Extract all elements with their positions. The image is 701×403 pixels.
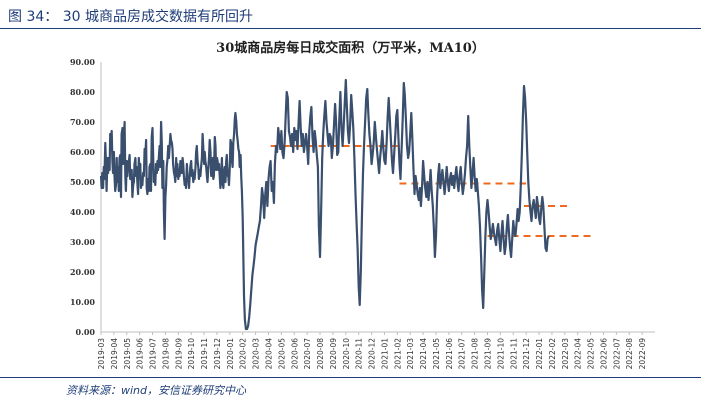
x-tick-label: 2020-12: [368, 338, 377, 370]
series-line: [99, 78, 550, 331]
y-tick-label: 10.00: [70, 297, 95, 307]
x-tick-label: 2021-11: [509, 338, 518, 370]
x-tick-label: 2019-03: [97, 338, 106, 370]
x-tick-label: 2022-06: [599, 338, 608, 370]
x-tick-label: 2020-05: [277, 338, 286, 370]
x-tick-label: 2022-04: [574, 338, 583, 370]
x-tick-label: 2021-12: [522, 338, 531, 370]
x-tick-label: 2021-07: [458, 338, 467, 370]
x-tick-label: 2019-11: [200, 338, 209, 370]
x-tick-label: 2019-08: [161, 338, 170, 370]
y-tick-label: 50.00: [70, 177, 95, 187]
x-tick-label: 2020-09: [329, 338, 338, 370]
y-tick-label: 30.00: [70, 237, 95, 247]
caption-rule: [0, 28, 701, 29]
x-tick-label: 2019-09: [174, 338, 183, 370]
x-tick-label: 2019-12: [213, 338, 222, 370]
y-tick-label: 70.00: [70, 117, 95, 127]
x-tick-label: 2022-08: [625, 338, 634, 370]
y-tick-label: 40.00: [70, 207, 95, 217]
source-note: 资料来源：wind，安信证券研究中心: [66, 384, 247, 397]
y-tick-label: 60.00: [70, 147, 95, 157]
x-tick-label: 2021-02: [393, 338, 402, 370]
x-tick-label: 2022-09: [638, 338, 647, 370]
x-tick-label: 2022-07: [612, 338, 621, 370]
x-tick-label: 2020-11: [355, 338, 364, 370]
x-tick-label: 2022-05: [587, 338, 596, 370]
x-tick-label: 2021-05: [432, 338, 441, 370]
x-tick-label: 2020-03: [252, 338, 261, 370]
x-tick-label: 2021-04: [419, 338, 428, 370]
x-tick-label: 2021-08: [471, 338, 480, 370]
x-tick-label: 2021-01: [380, 338, 389, 370]
y-tick-label: 20.00: [70, 267, 95, 277]
y-tick-label: 90.00: [70, 57, 95, 67]
y-tick-label: 0.00: [76, 327, 96, 337]
x-tick-label: 2020-06: [290, 338, 299, 370]
x-tick-label: 2019-05: [123, 338, 132, 370]
x-tick-label: 2019-04: [110, 338, 119, 370]
x-tick-label: 2020-02: [239, 338, 248, 370]
chart-title: 30城商品房每日成交面积（万平米，MA10）: [216, 41, 485, 56]
x-tick-label: 2019-10: [187, 338, 196, 370]
x-tick-label: 2021-06: [445, 338, 454, 370]
figure-caption: 图 34： 30 城商品房成交数据有所回升: [8, 9, 253, 25]
y-tick-label: 80.00: [70, 87, 95, 97]
x-tick-label: 2019-07: [149, 338, 158, 370]
x-tick-label: 2020-07: [303, 338, 312, 370]
source-rule: [0, 377, 701, 378]
series-layer: [99, 78, 550, 331]
x-tick-label: 2022-03: [561, 338, 570, 370]
x-tick-label: 2022-01: [535, 338, 544, 370]
x-tick-label: 2021-10: [496, 338, 505, 370]
x-tick-label: 2021-03: [406, 338, 415, 370]
x-tick-label: 2020-01: [226, 338, 235, 370]
x-tick-label: 2020-10: [342, 338, 351, 370]
x-tick-label: 2020-08: [316, 338, 325, 370]
x-tick-label: 2022-02: [548, 338, 557, 370]
axis-layer: 0.00 10.00 20.00 30.00 40.00 50.00 60.00 70.00 8…: [70, 57, 655, 369]
x-tick-label: 2021-09: [484, 338, 493, 370]
x-tick-label: 2020-04: [264, 338, 273, 370]
x-tick-label: 2019-06: [136, 338, 145, 370]
